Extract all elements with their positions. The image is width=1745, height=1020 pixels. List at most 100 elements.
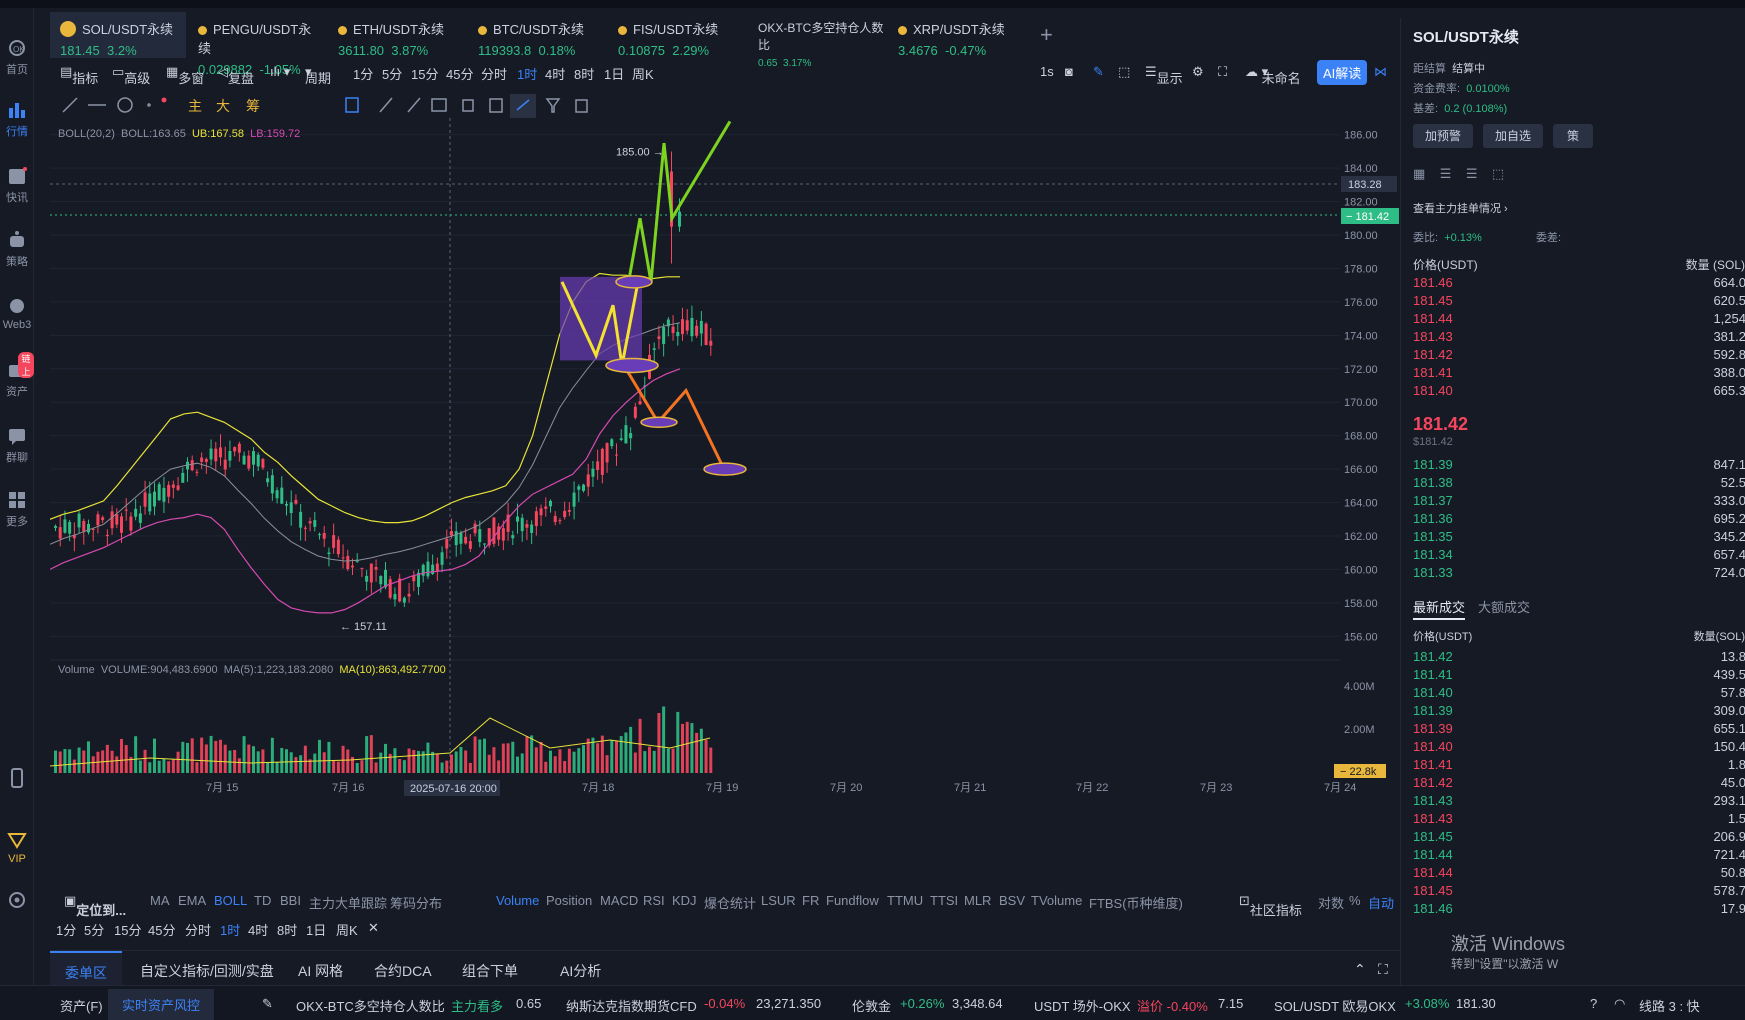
tf2-1m[interactable]: 1分 bbox=[56, 923, 77, 938]
ind-rsi[interactable]: RSI bbox=[643, 893, 665, 908]
ai-interpret-button[interactable]: AI解读 bbox=[1317, 60, 1368, 85]
locate-button[interactable]: ▣ 定位到... bbox=[64, 893, 127, 918]
sec-button[interactable]: 1s bbox=[1040, 64, 1054, 79]
order-view-link[interactable]: 查看主力挂单情况 › bbox=[1413, 203, 1508, 215]
ind-ttmu[interactable]: TTMU bbox=[887, 893, 924, 908]
tf2-5m[interactable]: 5分 bbox=[84, 923, 105, 938]
ind-fundflow[interactable]: Fundflow bbox=[826, 893, 879, 908]
ind-bsv[interactable]: BSV bbox=[999, 893, 1026, 908]
sidebar-item-vip[interactable]: VIP bbox=[0, 830, 34, 865]
log-toggle[interactable]: 对数 bbox=[1318, 896, 1345, 911]
ind-td[interactable]: TD bbox=[254, 893, 272, 908]
trade-row[interactable]: 181.44 721.4 bbox=[1401, 844, 1745, 864]
tab-custom-ind[interactable]: 自定义指标/回测/实盘 bbox=[140, 963, 274, 979]
trade-row[interactable]: 181.40 150.4 bbox=[1401, 736, 1745, 756]
tab-large-trades[interactable]: 大额成交 bbox=[1478, 600, 1531, 615]
sidebar-item-chat[interactable]: 群聊 bbox=[0, 426, 34, 465]
tf-4h[interactable]: 4时 bbox=[545, 67, 566, 82]
tf2-45m[interactable]: 45分 bbox=[148, 923, 176, 938]
trade-row[interactable]: 181.43 1.5 bbox=[1401, 808, 1745, 828]
sidebar-item-market[interactable]: 行情 bbox=[0, 100, 34, 139]
chart-type-button[interactable]: ılı ▾ bbox=[270, 64, 291, 79]
tf-1w[interactable]: 周K bbox=[632, 67, 654, 82]
help-icon[interactable]: ? bbox=[1590, 996, 1598, 1011]
sidebar-item-settings[interactable] bbox=[0, 890, 34, 913]
ask-row[interactable]: 181.44 1,254 bbox=[1401, 308, 1745, 328]
strategy-button[interactable]: 策 bbox=[1553, 124, 1593, 148]
ind-mainforce[interactable]: 主力大单跟踪 bbox=[309, 896, 388, 911]
ind-fr[interactable]: FR bbox=[802, 893, 820, 908]
add-watchlist-button[interactable]: 加自选 bbox=[1483, 124, 1543, 148]
display-button[interactable]: ☰ 显示 bbox=[1145, 64, 1183, 86]
bid-row[interactable]: 181.37 333.0 bbox=[1401, 490, 1745, 510]
multi-window-button[interactable]: ▦ 多窗 bbox=[166, 64, 205, 86]
settings-icon[interactable]: ⚙ bbox=[1192, 64, 1204, 79]
ticker2-name[interactable]: 纳斯达克指数期货CFD bbox=[566, 999, 697, 1014]
ind-lsur[interactable]: LSUR bbox=[761, 893, 796, 908]
tf-8h[interactable]: 8时 bbox=[574, 67, 595, 82]
tf-1d[interactable]: 1日 bbox=[604, 67, 625, 82]
collapse-icon[interactable]: ⌃ bbox=[1354, 961, 1366, 977]
ind-kdj[interactable]: KDJ bbox=[672, 893, 697, 908]
share-icon[interactable]: ⋈ bbox=[1374, 64, 1387, 79]
tab-dca[interactable]: 合约DCA bbox=[374, 963, 432, 979]
tf-5m[interactable]: 5分 bbox=[382, 67, 403, 82]
add-tab-button[interactable]: + bbox=[1040, 22, 1053, 47]
bid-row[interactable]: 181.34 657.4 bbox=[1401, 544, 1745, 564]
sidebar-item-home[interactable]: OK 首页 bbox=[0, 38, 34, 77]
trade-row[interactable]: 181.42 13.8 bbox=[1401, 646, 1745, 666]
close-icon[interactable]: ✕ bbox=[368, 920, 379, 935]
ticker4-name[interactable]: USDT 场外-OKX bbox=[1034, 999, 1131, 1014]
tf-1h[interactable]: 1时 bbox=[517, 67, 538, 82]
auto-toggle[interactable]: 自动 bbox=[1368, 896, 1395, 911]
ask-row[interactable]: 181.40 665.3 bbox=[1401, 380, 1745, 400]
pen-icon[interactable]: ✎ bbox=[1093, 64, 1104, 79]
tf2-4h[interactable]: 4时 bbox=[248, 923, 269, 938]
expand-icon[interactable]: ⛶ bbox=[1378, 961, 1388, 977]
ind-tvolume[interactable]: TVolume bbox=[1031, 893, 1083, 908]
bid-row[interactable]: 181.38 52.5 bbox=[1401, 472, 1745, 492]
cloud-button[interactable]: ☁ 未命名 ▾ bbox=[1245, 64, 1301, 86]
view-toggle-icons[interactable]: ▦ ☰ ☰ ⬚ bbox=[1413, 166, 1505, 181]
tab-pengu[interactable]: PENGU/USDT永续 0.029882 -1.05% bbox=[188, 12, 320, 77]
tab-okx-ratio[interactable]: OKX-BTC多空持仓人数比 0.65 3.17% bbox=[748, 12, 898, 69]
ind-volume[interactable]: Volume bbox=[496, 893, 540, 908]
sidebar-item-news[interactable]: 快讯 bbox=[0, 166, 34, 205]
bid-row[interactable]: 181.39 847.1 bbox=[1401, 454, 1745, 474]
bid-row[interactable]: 181.35 345.2 bbox=[1401, 526, 1745, 546]
trade-row[interactable]: 181.44 50.8 bbox=[1401, 862, 1745, 882]
bid-row[interactable]: 181.33 724.0 bbox=[1401, 562, 1745, 582]
ind-ftbs[interactable]: FTBS(币种维度) bbox=[1089, 896, 1183, 911]
trade-row[interactable]: 181.41 439.5 bbox=[1401, 664, 1745, 684]
tab-xrp[interactable]: XRP/USDT永续 3.4676 -0.47% bbox=[888, 12, 1023, 58]
trade-row[interactable]: 181.41 1.8 bbox=[1401, 754, 1745, 774]
tab-ai-grid[interactable]: AI 网格 bbox=[298, 963, 344, 979]
tf2-1h[interactable]: 1时 bbox=[220, 923, 241, 938]
tab-orders[interactable]: 委单区 bbox=[50, 951, 122, 985]
tf2-1d[interactable]: 1日 bbox=[306, 923, 327, 938]
ask-row[interactable]: 181.46 664.0 bbox=[1401, 272, 1745, 292]
tf-45m[interactable]: 45分 bbox=[446, 67, 474, 82]
period-button[interactable]: 周期 ▾ bbox=[305, 64, 332, 86]
ind-macd[interactable]: MACD bbox=[600, 893, 639, 908]
tf-line[interactable]: 分时 bbox=[481, 67, 508, 82]
tf2-line[interactable]: 分时 bbox=[185, 923, 212, 938]
trade-row[interactable]: 181.39 655.1 bbox=[1401, 718, 1745, 738]
sidebar-item-web3[interactable]: Web3 bbox=[0, 296, 34, 331]
ind-liq[interactable]: 爆仓统计 bbox=[704, 896, 757, 911]
edit-icon[interactable]: ✎ bbox=[262, 996, 273, 1011]
ticker1-name[interactable]: OKX-BTC多空持仓人数比 bbox=[296, 999, 445, 1014]
tab-eth[interactable]: ETH/USDT永续 3611.80 3.87% bbox=[328, 12, 458, 58]
tf2-1w[interactable]: 周K bbox=[336, 923, 358, 938]
tab-btc[interactable]: BTC/USDT永续 119393.8 0.18% bbox=[468, 12, 598, 58]
sidebar-item-strategy[interactable]: 策略 bbox=[0, 230, 34, 269]
camera-icon[interactable]: ◙ bbox=[1065, 64, 1073, 79]
tab-ai-analysis[interactable]: AI分析 bbox=[560, 963, 602, 979]
ind-ma[interactable]: MA bbox=[150, 893, 170, 908]
trade-row[interactable]: 181.46 17.9 bbox=[1401, 898, 1745, 918]
ind-chip[interactable]: 筹码分布 bbox=[390, 896, 443, 911]
asset-label[interactable]: 资产(F) bbox=[60, 999, 103, 1014]
ask-row[interactable]: 181.42 592.8 bbox=[1401, 344, 1745, 364]
tab-combo[interactable]: 组合下单 bbox=[462, 963, 518, 979]
tab-latest-trades[interactable]: 最新成交 bbox=[1413, 597, 1466, 620]
